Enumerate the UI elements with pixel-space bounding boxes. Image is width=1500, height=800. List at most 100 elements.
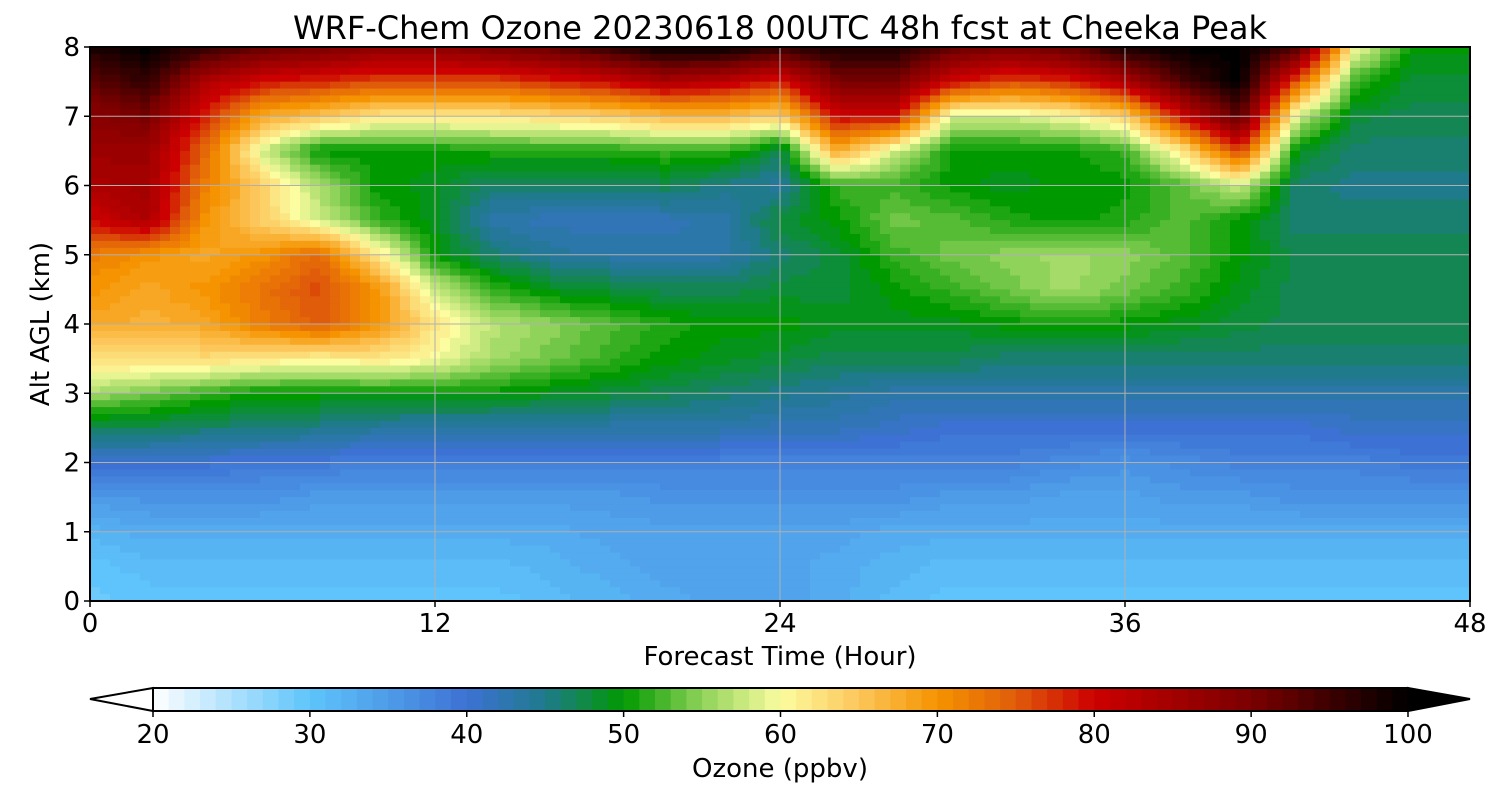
contour-cell — [1420, 261, 1431, 270]
contour-cell — [1310, 109, 1321, 117]
contour-cell — [950, 123, 961, 131]
contour-cell — [1150, 102, 1161, 110]
contour-cell — [650, 247, 661, 256]
contour-cell — [810, 67, 821, 76]
contour-cell — [190, 109, 201, 117]
contour-cell — [530, 81, 541, 90]
contour-cell — [560, 164, 571, 173]
contour-cell — [1160, 247, 1171, 256]
contour-cell — [680, 192, 691, 200]
contour-cell — [1300, 74, 1311, 83]
contour-cell — [350, 192, 361, 200]
contour-cell — [140, 289, 151, 297]
contour-cell — [1060, 164, 1071, 173]
contour-cell — [1330, 109, 1341, 117]
contour-cell — [140, 171, 151, 180]
contour-cell — [550, 102, 561, 110]
contour-cell — [300, 275, 311, 284]
contour-cell — [90, 137, 101, 145]
contour-cell — [470, 227, 481, 235]
contour-cell — [1430, 60, 1441, 69]
contour-cell — [210, 282, 221, 290]
contour-cell — [850, 130, 861, 138]
contour-cell — [180, 261, 191, 270]
contour-cell — [530, 282, 541, 290]
contour-cell — [930, 60, 941, 69]
contour-cell — [410, 102, 421, 110]
contour-cell — [630, 206, 641, 214]
contour-cell — [210, 268, 221, 277]
contour-cell — [890, 67, 901, 76]
contour-cell — [540, 130, 551, 138]
contour-cell — [480, 81, 491, 90]
contour-cell — [1140, 289, 1151, 297]
contour-cell — [1420, 74, 1431, 83]
contour-cell — [1310, 150, 1321, 159]
contour-cell — [780, 47, 791, 55]
contour-cell — [530, 199, 541, 207]
contour-cell — [1250, 130, 1261, 138]
contour-cell — [1230, 74, 1241, 83]
contour-cell — [1310, 227, 1321, 235]
contour-cell — [480, 247, 491, 256]
contour-cell — [730, 171, 741, 180]
contour-cell — [230, 220, 241, 228]
contour-cell — [420, 192, 431, 200]
contour-cell — [810, 116, 821, 124]
contour-cell — [100, 116, 111, 124]
contour-cell — [670, 282, 681, 290]
contour-cell — [1420, 47, 1431, 55]
contour-cell — [330, 213, 341, 221]
contour-cell — [700, 261, 711, 270]
contour-cell — [140, 109, 151, 117]
contour-cell — [220, 74, 231, 83]
contour-cell — [790, 185, 801, 194]
contour-cell — [780, 282, 791, 290]
contour-cell — [650, 240, 661, 249]
contour-cell — [1110, 199, 1121, 207]
contour-cell — [920, 220, 931, 228]
contour-cell — [760, 185, 771, 194]
contour-cell — [1270, 74, 1281, 83]
contour-cell — [740, 240, 751, 249]
contour-cell — [670, 206, 681, 214]
contour-cell — [440, 81, 451, 90]
contour-cell — [690, 60, 701, 69]
contour-cell — [1150, 109, 1161, 117]
contour-cell — [580, 123, 591, 131]
contour-cell — [300, 53, 311, 62]
contour-cell — [940, 240, 951, 249]
contour-cell — [1180, 95, 1191, 103]
contour-cell — [810, 137, 821, 145]
contour-cell — [590, 88, 601, 97]
contour-cell — [340, 275, 351, 284]
contour-cell — [1450, 47, 1461, 55]
contour-cell — [1310, 67, 1321, 76]
contour-cell — [120, 116, 131, 124]
contour-cell — [1450, 53, 1461, 62]
contour-cell — [720, 164, 731, 173]
contour-cell — [1160, 150, 1171, 159]
contour-cell — [1260, 157, 1271, 166]
contour-cell — [1350, 206, 1361, 214]
contour-cell — [110, 296, 121, 304]
contour-cell — [1040, 164, 1051, 173]
contour-cell — [1260, 109, 1271, 117]
contour-cell — [190, 199, 201, 207]
contour-cell — [1370, 227, 1381, 235]
contour-cell — [820, 206, 831, 214]
contour-cell — [390, 192, 401, 200]
contour-cell — [590, 143, 601, 152]
contour-cell — [830, 206, 841, 214]
contour-cell — [1060, 53, 1071, 62]
contour-cell — [90, 192, 101, 200]
contour-cell — [690, 261, 701, 270]
contour-cell — [360, 67, 371, 76]
contour-cell — [1310, 116, 1321, 124]
contour-cell — [1450, 102, 1461, 110]
contour-cell — [1020, 233, 1031, 242]
contour-cell — [590, 171, 601, 180]
contour-cell — [480, 116, 491, 124]
contour-cell — [610, 192, 621, 200]
contour-cell — [810, 88, 821, 97]
